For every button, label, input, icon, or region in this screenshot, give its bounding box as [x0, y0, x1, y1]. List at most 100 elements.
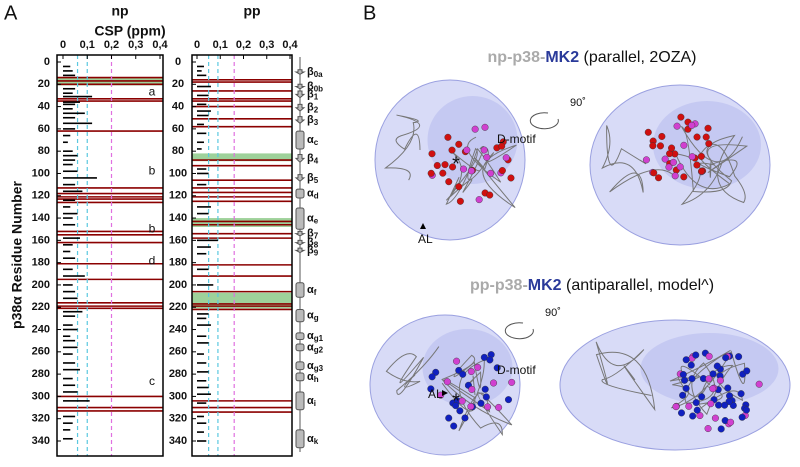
bar — [63, 190, 83, 193]
ss-label: β5 — [307, 172, 319, 185]
residue-sphere — [504, 396, 512, 404]
ss-symbol: β — [307, 88, 314, 100]
ss-label: αh — [307, 371, 319, 384]
ss-subscript: i — [314, 399, 316, 408]
bar — [197, 342, 209, 344]
bar — [63, 128, 76, 130]
y-tick-label: 120 — [32, 190, 50, 202]
strand — [294, 69, 306, 75]
bar — [63, 237, 80, 239]
residue-sphere — [669, 158, 677, 166]
ss-symbol: β — [307, 114, 314, 126]
residue-sphere — [715, 401, 723, 409]
residue-sphere — [680, 141, 688, 149]
residue-sphere — [692, 399, 700, 407]
annotation: a — [149, 84, 156, 98]
rotation-arrow — [504, 322, 534, 340]
structure-title: pp-p38-MK2 (antiparallel, model^) — [470, 277, 714, 294]
y-tick-label: 140 — [32, 212, 50, 224]
residue-sphere — [677, 113, 685, 121]
title-suffix: (parallel, 2OZA) — [584, 49, 697, 66]
residue-sphere — [689, 412, 697, 420]
bar — [63, 353, 73, 355]
bar — [197, 110, 211, 112]
residue-sphere — [444, 133, 452, 141]
bar — [63, 297, 78, 300]
rotation-label: 90˚ — [570, 97, 586, 109]
panel-label: B — [363, 2, 376, 24]
bar — [197, 183, 207, 186]
residue-sphere — [467, 167, 475, 175]
y-tick-label: 300 — [169, 390, 187, 402]
bar — [197, 317, 207, 320]
bar — [63, 108, 73, 110]
residue-sphere — [475, 196, 483, 204]
residue-sphere — [448, 146, 456, 154]
strand — [294, 83, 306, 90]
ss-label: β0b — [307, 80, 323, 93]
bar — [197, 65, 204, 68]
ribbon — [601, 125, 673, 193]
ss-symbol: β — [307, 172, 314, 184]
residue-sphere — [477, 399, 485, 407]
ribbon — [445, 136, 517, 209]
star-label: * — [452, 390, 460, 412]
helix — [295, 130, 305, 150]
ribbon — [669, 349, 746, 416]
structure-title: np-p38-MK2 (parallel, 2OZA) — [488, 49, 697, 66]
bar — [197, 206, 211, 208]
residue-sphere — [443, 378, 451, 386]
ss-label: αg — [307, 310, 319, 323]
bar — [63, 391, 78, 393]
annotation: c — [149, 374, 155, 388]
bar — [63, 429, 71, 431]
residue-sphere — [735, 353, 743, 361]
strand — [294, 103, 306, 112]
y-tick-label: 280 — [169, 368, 187, 380]
ss-symbol: β — [307, 66, 314, 78]
bar — [63, 244, 73, 246]
ss-symbol: β — [307, 80, 314, 92]
ss-symbol: β — [307, 152, 314, 164]
ss-subscript: 2 — [314, 106, 319, 115]
residue-sphere — [439, 169, 447, 177]
ribbon — [383, 114, 421, 181]
y-axis-title: p38α Residue Number — [9, 181, 25, 329]
residue-sphere — [427, 385, 435, 393]
bar — [63, 199, 76, 202]
residue-sphere — [704, 124, 712, 132]
ss-symbol: α — [307, 284, 314, 296]
residue-sphere — [449, 163, 457, 171]
residue-sphere — [463, 146, 471, 154]
bar — [197, 168, 207, 170]
ss-label: αd — [307, 187, 319, 200]
y-tick-label: 320 — [169, 413, 187, 425]
bar — [63, 212, 78, 215]
residue-sphere — [677, 409, 685, 417]
helix — [295, 332, 305, 341]
bar — [63, 275, 85, 277]
residue-sphere — [702, 133, 710, 141]
y-tick-label: 120 — [169, 190, 187, 202]
ss-label: αg2 — [307, 341, 324, 354]
ss-label: β2 — [307, 102, 319, 115]
residue-sphere — [467, 402, 475, 410]
bar — [63, 310, 83, 313]
bar — [197, 335, 207, 338]
bar — [197, 393, 211, 395]
bar — [197, 252, 207, 255]
residue-sphere — [693, 161, 701, 169]
y-tick-label: 100 — [32, 167, 50, 179]
chart-frame — [191, 54, 293, 457]
ribbon — [595, 341, 656, 412]
residue-sphere — [459, 370, 467, 378]
helix — [295, 361, 305, 371]
bar — [63, 217, 73, 219]
ss-symbol: β — [307, 228, 314, 240]
y-tick-label: 0 — [44, 56, 50, 68]
residue-sphere — [498, 142, 506, 150]
residue-sphere — [650, 169, 658, 177]
residue-sphere — [658, 132, 666, 140]
residue-sphere — [508, 378, 516, 386]
x-tick-label: 0,1 — [213, 39, 228, 51]
